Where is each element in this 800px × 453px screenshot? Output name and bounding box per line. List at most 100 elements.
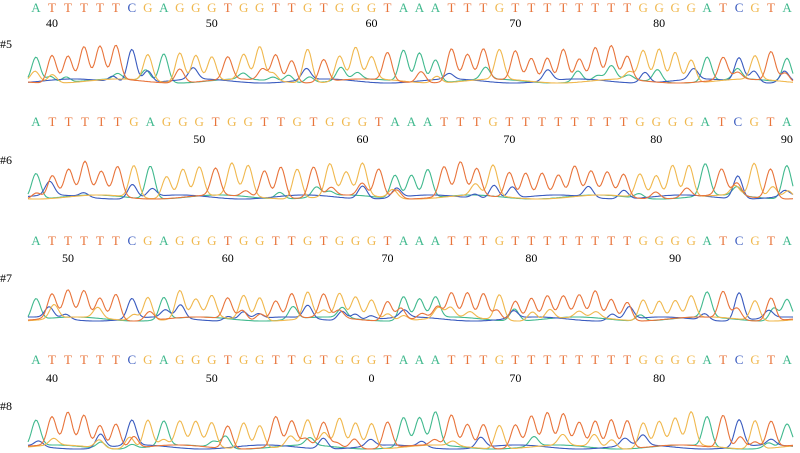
base-call: G <box>239 233 248 248</box>
base-call: A <box>31 114 41 129</box>
base-call: T <box>767 0 775 15</box>
base-call: A <box>415 233 425 248</box>
position-label: 70 <box>382 251 394 265</box>
base-call: T <box>65 114 73 129</box>
base-call: T <box>719 233 727 248</box>
base-call: A <box>431 0 441 15</box>
base-call: T <box>559 352 567 367</box>
base-call: A <box>702 233 712 248</box>
base-call: G <box>195 114 204 129</box>
base-call: G <box>341 114 350 129</box>
base-call: G <box>635 114 644 129</box>
panel-6: #6A T T T T T G A G G G T G G T T G T G G G T A A A T T T G T T T T T T T T G… <box>0 114 794 200</box>
base-call: A <box>390 114 400 129</box>
base-call: T <box>80 233 88 248</box>
base-call: G <box>367 0 376 15</box>
position-label: 80 <box>525 251 537 265</box>
base-call: T <box>463 352 471 367</box>
base-call: G <box>668 114 677 129</box>
base-call: T <box>527 233 535 248</box>
base-call: T <box>112 0 120 15</box>
base-call: G <box>351 0 360 15</box>
base-call: G <box>686 352 695 367</box>
base-call: T <box>224 233 232 248</box>
base-call: T <box>511 352 519 367</box>
panel-7: #7A T T T T T C G A G G G T G G T T G T G G G T A A A T T T G T T T T T T T T… <box>0 233 794 322</box>
position-label: 50 <box>193 132 205 146</box>
base-call: A <box>782 0 792 15</box>
base-call: T <box>456 114 464 129</box>
position-label: 0 <box>369 371 375 385</box>
base-call: G <box>351 233 360 248</box>
base-call: T <box>224 0 232 15</box>
base-call: T <box>719 0 727 15</box>
base-call: G <box>143 352 152 367</box>
base-call: A <box>159 0 169 15</box>
base-call: T <box>620 114 628 129</box>
base-call: T <box>473 114 481 129</box>
base-call: C <box>128 352 137 367</box>
position-label: 50 <box>206 371 218 385</box>
base-call: T <box>384 233 392 248</box>
base-call: T <box>511 0 519 15</box>
base-call: T <box>767 233 775 248</box>
base-call: T <box>543 233 551 248</box>
base-call: G <box>292 114 301 129</box>
base-call: A <box>31 233 41 248</box>
base-call: T <box>447 352 455 367</box>
base-call: T <box>272 0 280 15</box>
base-call: A <box>159 233 169 248</box>
base-call: T <box>571 114 579 129</box>
base-call: T <box>538 114 546 129</box>
panel-8: #8A T T T T T C G A G G G T G G T T G T G G G T A A A T T T G T T T T T T T T… <box>0 352 794 450</box>
base-call: T <box>112 352 120 367</box>
base-call: G <box>335 352 344 367</box>
base-call: G <box>255 352 264 367</box>
base-call: G <box>639 233 648 248</box>
position-label: 40 <box>46 16 58 30</box>
base-call: G <box>255 233 264 248</box>
base-call: G <box>255 0 264 15</box>
position-label: 80 <box>650 132 662 146</box>
position-label: 90 <box>669 251 681 265</box>
position-label: 80 <box>653 16 665 30</box>
base-call: T <box>114 114 122 129</box>
base-call: A <box>415 352 425 367</box>
base-call: G <box>654 352 663 367</box>
base-call: T <box>320 233 328 248</box>
base-call: T <box>607 0 615 15</box>
base-call: T <box>575 352 583 367</box>
base-call: G <box>750 352 759 367</box>
base-call: T <box>384 352 392 367</box>
base-call: A <box>399 233 409 248</box>
base-call: A <box>782 114 792 129</box>
base-call: A <box>399 0 409 15</box>
base-call: G <box>488 114 497 129</box>
base-call: T <box>310 114 318 129</box>
base-call: T <box>718 114 726 129</box>
base-call: T <box>522 114 530 129</box>
base-call: G <box>175 233 184 248</box>
trace-g <box>27 162 794 200</box>
trace-g <box>27 411 794 450</box>
base-call: G <box>686 0 695 15</box>
trace-g <box>27 46 794 84</box>
base-call: A <box>31 0 41 15</box>
base-call: T <box>591 233 599 248</box>
base-call: T <box>375 114 383 129</box>
base-call: G <box>143 233 152 248</box>
base-call: T <box>48 352 56 367</box>
base-call: G <box>191 352 200 367</box>
base-call: G <box>639 352 648 367</box>
position-label: 70 <box>509 16 521 30</box>
base-call: T <box>212 114 220 129</box>
base-call: A <box>782 352 792 367</box>
base-call: T <box>559 0 567 15</box>
base-call: T <box>587 114 595 129</box>
base-call: T <box>288 352 296 367</box>
base-call: G <box>239 352 248 367</box>
base-call: T <box>80 352 88 367</box>
base-call: G <box>367 233 376 248</box>
base-call: T <box>623 0 631 15</box>
base-call: G <box>239 0 248 15</box>
